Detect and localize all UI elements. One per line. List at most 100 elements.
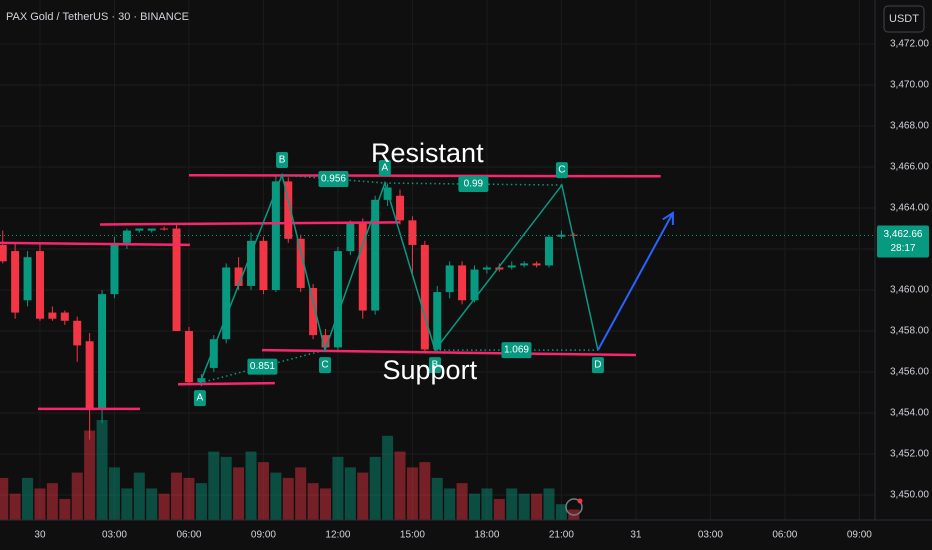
point-box xyxy=(193,390,206,407)
point-label: C xyxy=(558,165,565,176)
volume-bar xyxy=(493,498,505,520)
point-box xyxy=(378,160,391,177)
y-tick-label: 3,470.00 xyxy=(890,80,929,91)
y-tick-label: 3,472.00 xyxy=(890,39,929,50)
candle-body xyxy=(0,244,7,262)
candle-body xyxy=(184,331,193,383)
volume-bar xyxy=(183,477,195,520)
volume-bar xyxy=(108,467,120,520)
x-tick-label: 09:00 xyxy=(847,530,872,541)
y-tick-label: 3,452.00 xyxy=(890,449,929,460)
volume-bar xyxy=(96,420,108,520)
point-label: C xyxy=(321,360,328,371)
candle-body xyxy=(544,236,553,266)
candle-body xyxy=(271,181,280,291)
candle-body xyxy=(520,263,529,266)
x-tick-label: 31 xyxy=(630,530,642,541)
volume-bar xyxy=(382,435,394,520)
volume-bar xyxy=(22,477,34,520)
candle-body xyxy=(85,341,94,409)
candle-body xyxy=(358,222,367,311)
volume-bar xyxy=(84,430,96,520)
candle-body xyxy=(234,267,243,286)
arrow-head xyxy=(662,211,674,225)
x-tick-label: 30 xyxy=(34,530,46,541)
candle-body xyxy=(321,335,330,348)
volume-bar xyxy=(431,477,443,520)
volume-bar xyxy=(357,472,369,520)
candle-body xyxy=(569,234,578,236)
candle-body xyxy=(333,251,342,348)
volume-bar xyxy=(456,483,468,520)
volume-bar xyxy=(133,472,145,520)
level-line xyxy=(178,381,275,386)
alert-icon[interactable] xyxy=(565,498,583,516)
candle-body xyxy=(160,228,169,230)
last-price-label: 3,462.66 xyxy=(884,229,923,240)
volume-bar xyxy=(332,456,344,520)
volume-bar xyxy=(171,472,183,520)
x-tick-label: 12:00 xyxy=(325,530,350,541)
ratio-label: 0.956 xyxy=(321,174,346,185)
y-tick-label: 3,466.00 xyxy=(890,162,929,173)
currency-button[interactable] xyxy=(883,5,925,33)
candle-body xyxy=(259,240,268,291)
candle-body xyxy=(296,238,305,288)
volume-bar xyxy=(282,477,294,520)
alert-dot xyxy=(577,498,583,504)
volume-bar xyxy=(46,483,58,520)
point-label: D xyxy=(594,360,601,371)
point-label: B xyxy=(432,360,439,371)
x-tick-label: 06:00 xyxy=(772,530,797,541)
y-tick-label: 3,464.00 xyxy=(890,203,929,214)
candle-body xyxy=(433,292,442,350)
candle-body xyxy=(346,222,355,252)
point-label: B xyxy=(279,155,286,166)
y-tick-label: 3,456.00 xyxy=(890,367,929,378)
volume-bar xyxy=(468,493,480,520)
volume-bar xyxy=(344,467,356,520)
x-tick-label: 18:00 xyxy=(474,530,499,541)
volume-bar xyxy=(394,451,406,520)
candle-body xyxy=(172,228,181,332)
y-tick-label: 3,458.00 xyxy=(890,326,929,337)
x-tick-label: 03:00 xyxy=(698,530,723,541)
candle-body xyxy=(222,267,231,340)
volume-bar xyxy=(270,472,282,520)
volume-bar xyxy=(0,477,9,520)
candle-body xyxy=(470,269,479,301)
volume-bar xyxy=(220,456,232,520)
point-box xyxy=(429,357,442,374)
candle-body xyxy=(507,265,516,268)
level-line xyxy=(100,221,401,226)
y-tick-label: 3,460.00 xyxy=(890,285,929,296)
volume-bar xyxy=(71,472,83,520)
volume-bar xyxy=(506,488,518,520)
volume-bar xyxy=(146,488,158,520)
point-box xyxy=(591,357,604,374)
ratio-label: 1.069 xyxy=(504,345,529,356)
ratio-box xyxy=(318,171,349,188)
candle-body xyxy=(73,320,82,346)
volume-bar xyxy=(295,467,307,520)
volume-bar xyxy=(34,488,46,520)
x-tick-label: 06:00 xyxy=(176,530,201,541)
volume-bar xyxy=(555,504,567,520)
ratio-label: 0.99 xyxy=(464,179,484,190)
ratio-label: 0.851 xyxy=(250,361,275,372)
candle-body xyxy=(209,339,218,368)
candle-body xyxy=(11,251,20,313)
candle-body xyxy=(482,267,491,270)
candle-body xyxy=(247,240,256,286)
candle-body xyxy=(284,181,293,239)
ratio-line xyxy=(282,174,385,184)
candle-body xyxy=(557,234,566,237)
volume-bar xyxy=(543,488,555,520)
volume-bar xyxy=(369,456,381,520)
point-label: A xyxy=(197,393,204,404)
candle-body xyxy=(532,263,541,266)
x-tick-label: 21:00 xyxy=(549,530,574,541)
volume-bar xyxy=(419,462,431,520)
annotation-text: Support xyxy=(383,355,478,385)
